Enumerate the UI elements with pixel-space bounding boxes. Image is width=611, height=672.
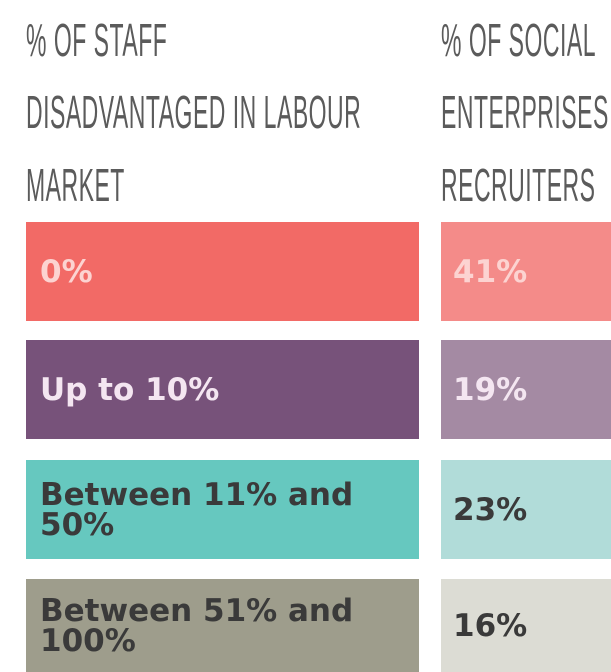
row-value: 16% [441,579,611,672]
left-header-line: MARKET [26,159,125,211]
right-header-line: RECRUITERS [441,159,596,211]
row-value: 41% [441,222,611,321]
row-value: 19% [441,340,611,439]
right-header-line: ENTERPRISES [441,86,609,138]
left-header-line: % OF STAFF [26,14,168,66]
left-header-line: DISADVANTAGED IN LABOUR [26,86,362,138]
row-label: 0% [26,222,419,321]
right-header-line: % OF SOCIAL [441,14,597,66]
row-label: Up to 10% [26,340,419,439]
row-label: Between 11% and 50% [26,460,419,559]
row-value: 23% [441,460,611,559]
row-label: Between 51% and 100% [26,579,419,672]
